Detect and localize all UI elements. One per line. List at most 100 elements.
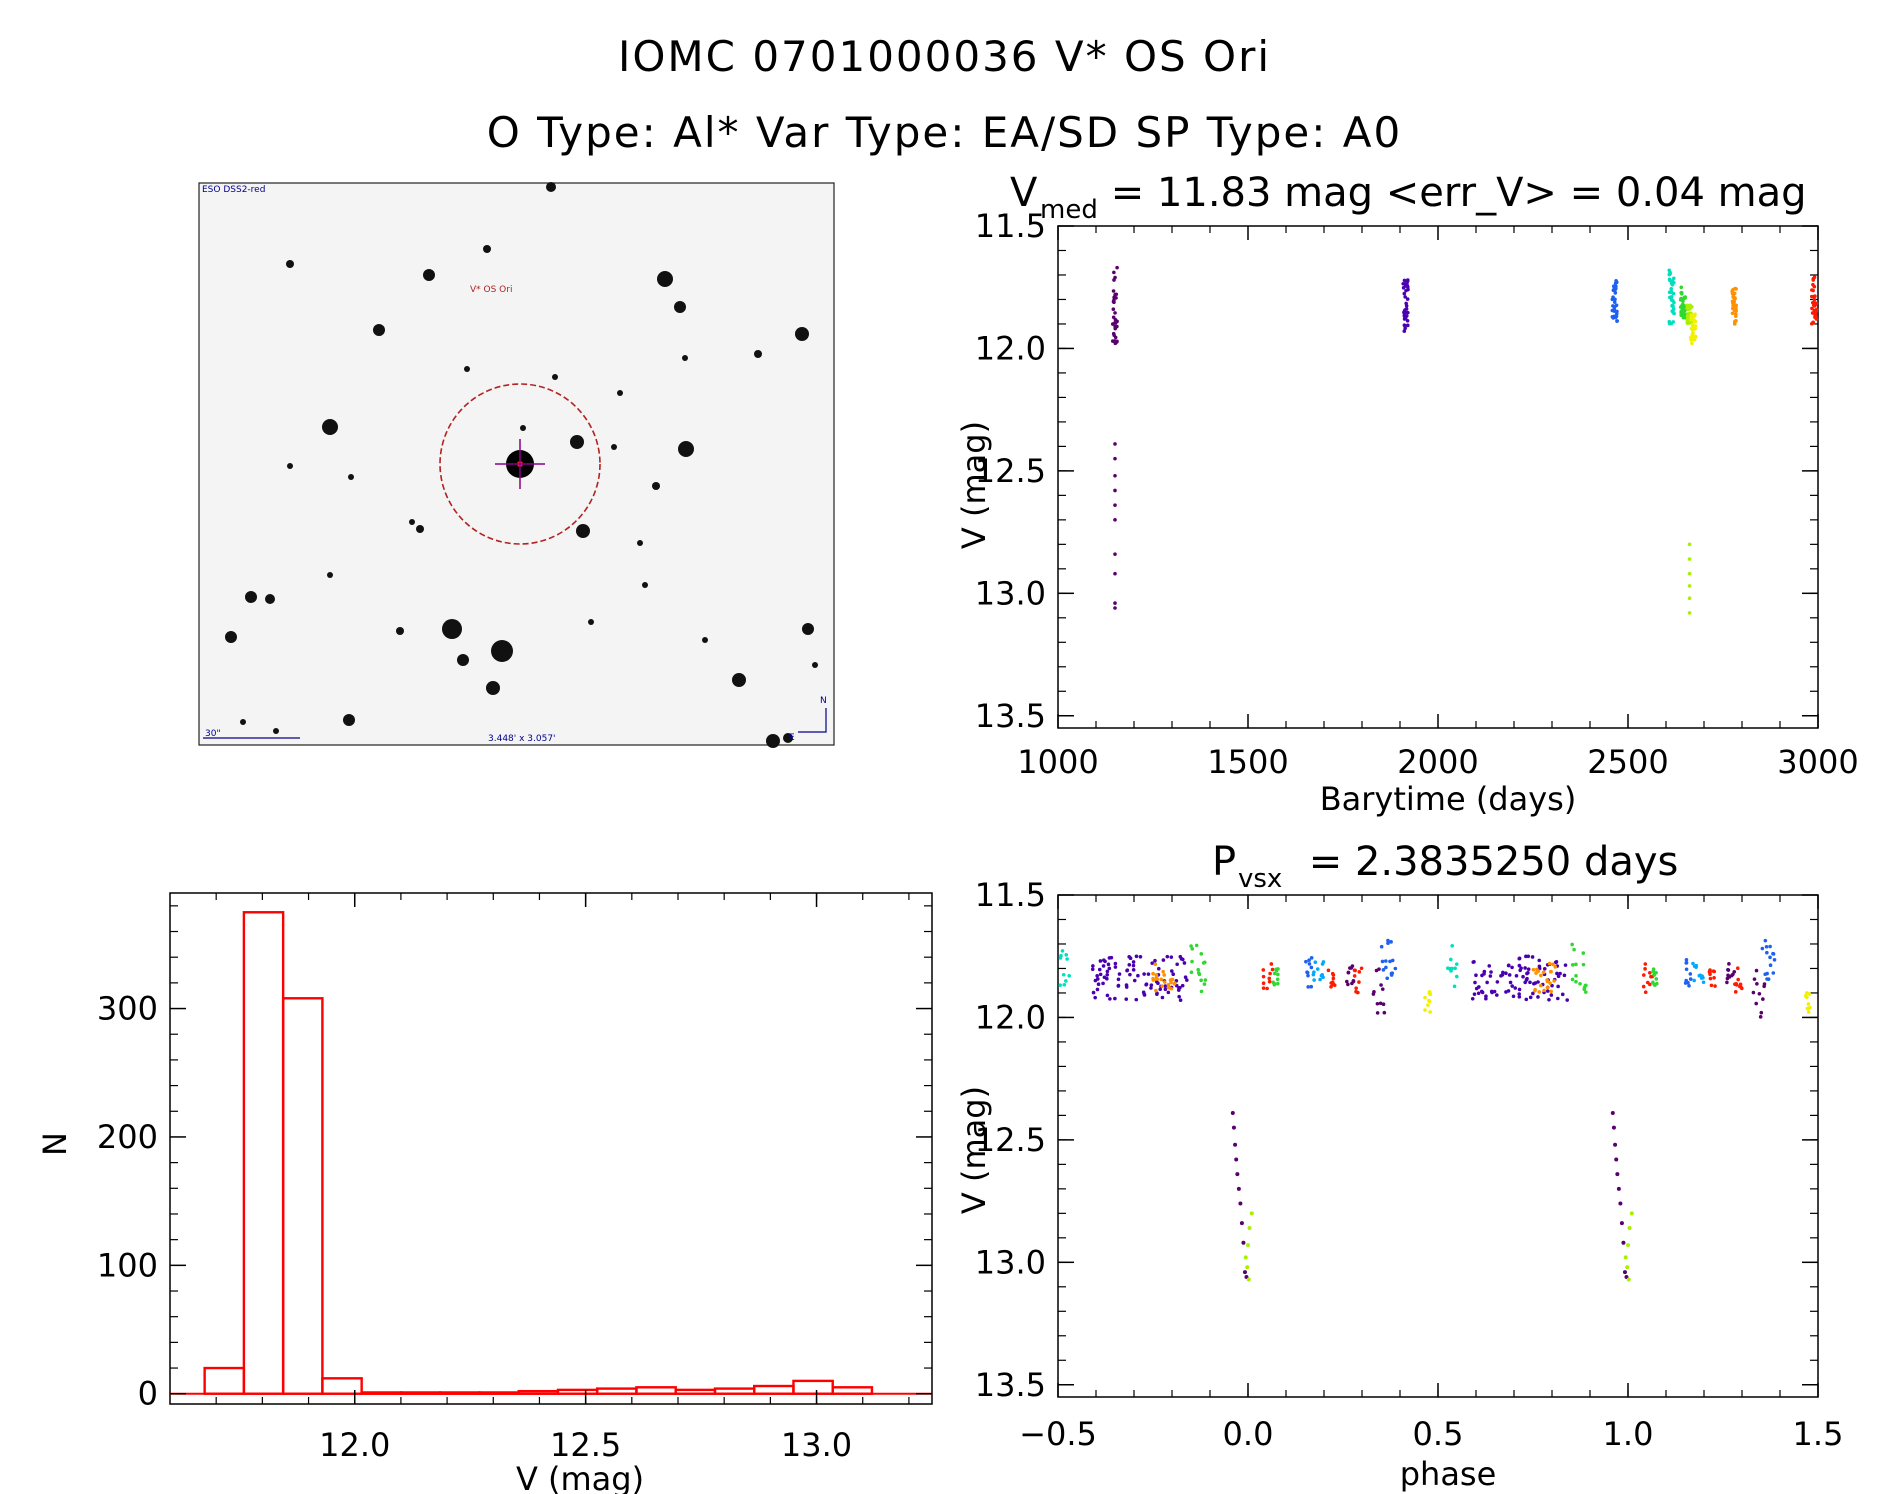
light-curve-dip-point-epoch-6 xyxy=(1687,596,1692,601)
light-curve-point-epoch-5 xyxy=(1679,285,1684,290)
phased-point-4 xyxy=(1269,962,1274,966)
phased-eclipse-point-1-3 xyxy=(1614,1157,1619,1162)
phased-point-11 xyxy=(1379,983,1383,987)
phased-point-3 xyxy=(1189,944,1193,948)
histogram-panel: V (mag) N 12.0 12.5 13.0 0 100 200 300 xyxy=(36,892,933,1494)
phased-point-2 xyxy=(1173,981,1177,985)
light-curve-point-epoch-2 xyxy=(1405,280,1409,285)
phased-point-15 xyxy=(1495,980,1500,984)
phased-point-10 xyxy=(1354,986,1358,990)
phased-point-3 xyxy=(1199,978,1203,983)
star-27 xyxy=(486,681,500,695)
phased-point-17 xyxy=(1574,962,1578,967)
phased-point-15 xyxy=(1480,973,1484,978)
phased-point-6 xyxy=(1304,959,1308,964)
phased-eclipse-point-1-16 xyxy=(1626,1277,1631,1282)
phased-point-16 xyxy=(1531,967,1536,972)
light-curve-xtick-label-2: 2000 xyxy=(1397,743,1478,781)
phased-point-17 xyxy=(1581,962,1586,967)
phased-point-24 xyxy=(1736,977,1740,982)
light-curve-point-epoch-7 xyxy=(1690,341,1694,346)
phased-point-1 xyxy=(1160,995,1165,1000)
star-29 xyxy=(343,714,355,726)
phased-eclipse-point-1-6 xyxy=(1618,1201,1623,1206)
phased-eclipse-point-0-8 xyxy=(1247,1226,1252,1231)
phased-point-1 xyxy=(1091,964,1095,968)
phased-xtick-label-2: 0.5 xyxy=(1413,1415,1464,1453)
phased-point-13 xyxy=(1423,1008,1427,1012)
phased-point-4 xyxy=(1267,976,1272,981)
light-curve-point-epoch-4 xyxy=(1671,310,1675,314)
phased-point-12 xyxy=(1390,958,1395,963)
light-curve-point-epoch-9 xyxy=(1811,282,1815,287)
light-curve-frame xyxy=(1057,225,1819,729)
phased-point-1 xyxy=(1117,972,1122,976)
phased-point-15 xyxy=(1506,963,1511,968)
phased-point-0 xyxy=(1064,953,1069,957)
light-curve-point-epoch-9 xyxy=(1810,306,1814,311)
histogram-xtick-label-2: 13.0 xyxy=(781,1426,852,1464)
phased-point-24 xyxy=(1733,990,1738,994)
phased-point-1 xyxy=(1185,978,1189,982)
phased-point-27 xyxy=(1805,991,1809,995)
phased-point-13 xyxy=(1426,1003,1430,1007)
light-curve-point-epoch-4 xyxy=(1672,280,1676,285)
phased-point-5 xyxy=(1272,971,1277,976)
phased-point-6 xyxy=(1306,973,1310,978)
phased-point-22 xyxy=(1709,983,1714,988)
phased-point-4 xyxy=(1267,979,1272,984)
star-4 xyxy=(657,271,673,287)
phased-point-16 xyxy=(1533,989,1537,993)
phased-point-20 xyxy=(1688,972,1693,976)
phased-eclipse-point-0-12 xyxy=(1243,1255,1248,1260)
light-curve-point-epoch-7 xyxy=(1693,324,1698,328)
phased-point-11 xyxy=(1378,1001,1383,1006)
phased-point-24 xyxy=(1733,982,1737,986)
phased-point-15 xyxy=(1510,965,1514,970)
phased-point-6 xyxy=(1307,962,1312,966)
phased-point-15 xyxy=(1504,971,1508,976)
light-curve-point-epoch-1 xyxy=(1113,311,1117,315)
phased-point-1 xyxy=(1109,955,1114,960)
light-curve-dip-point-epoch-1 xyxy=(1113,456,1117,461)
phased-point-1 xyxy=(1177,994,1181,999)
phased-point-15 xyxy=(1489,970,1493,974)
phased-point-1 xyxy=(1178,998,1183,1003)
phased-point-16 xyxy=(1535,967,1539,972)
phased-point-11 xyxy=(1377,967,1381,971)
phased-point-22 xyxy=(1711,969,1716,973)
phased-point-25 xyxy=(1754,1001,1759,1006)
phased-point-1 xyxy=(1105,993,1110,998)
phased-point-15 xyxy=(1479,989,1484,994)
phased-point-23 xyxy=(1726,968,1731,972)
phased-point-21 xyxy=(1692,964,1697,969)
light-curve-point-epoch-9 xyxy=(1812,297,1817,302)
phased-point-13 xyxy=(1427,989,1432,994)
phased-ytick-label-1: 12.0 xyxy=(975,998,1046,1036)
phased-point-26 xyxy=(1765,950,1769,955)
light-curve-xtick-label-1: 1500 xyxy=(1207,743,1288,781)
light-curve-point-epoch-4 xyxy=(1667,268,1672,273)
phased-point-1 xyxy=(1142,972,1146,976)
phased-eclipse-point-0-9 xyxy=(1239,1221,1244,1226)
phased-point-14 xyxy=(1450,944,1455,948)
phased-point-15 xyxy=(1499,974,1503,978)
light-curve-point-epoch-1 xyxy=(1112,278,1116,282)
light-curve-point-epoch-7 xyxy=(1689,318,1693,322)
phased-point-1 xyxy=(1093,978,1098,983)
phased-point-15 xyxy=(1484,996,1488,1001)
phased-point-14 xyxy=(1450,966,1454,971)
light-curve-dip-point-epoch-1 xyxy=(1113,473,1117,478)
phased-point-18 xyxy=(1641,984,1646,989)
phased-point-15 xyxy=(1524,978,1529,982)
phased-point-4 xyxy=(1261,974,1266,979)
light-curve-point-epoch-2 xyxy=(1403,326,1407,330)
light-curve-point-epoch-8 xyxy=(1732,320,1737,324)
histogram-bar-3 xyxy=(321,1377,363,1395)
phased-point-17 xyxy=(1570,963,1575,967)
phased-point-22 xyxy=(1708,976,1713,981)
phased-point-2 xyxy=(1154,973,1159,978)
star-9 xyxy=(322,419,338,435)
phased-point-15 xyxy=(1553,960,1558,965)
